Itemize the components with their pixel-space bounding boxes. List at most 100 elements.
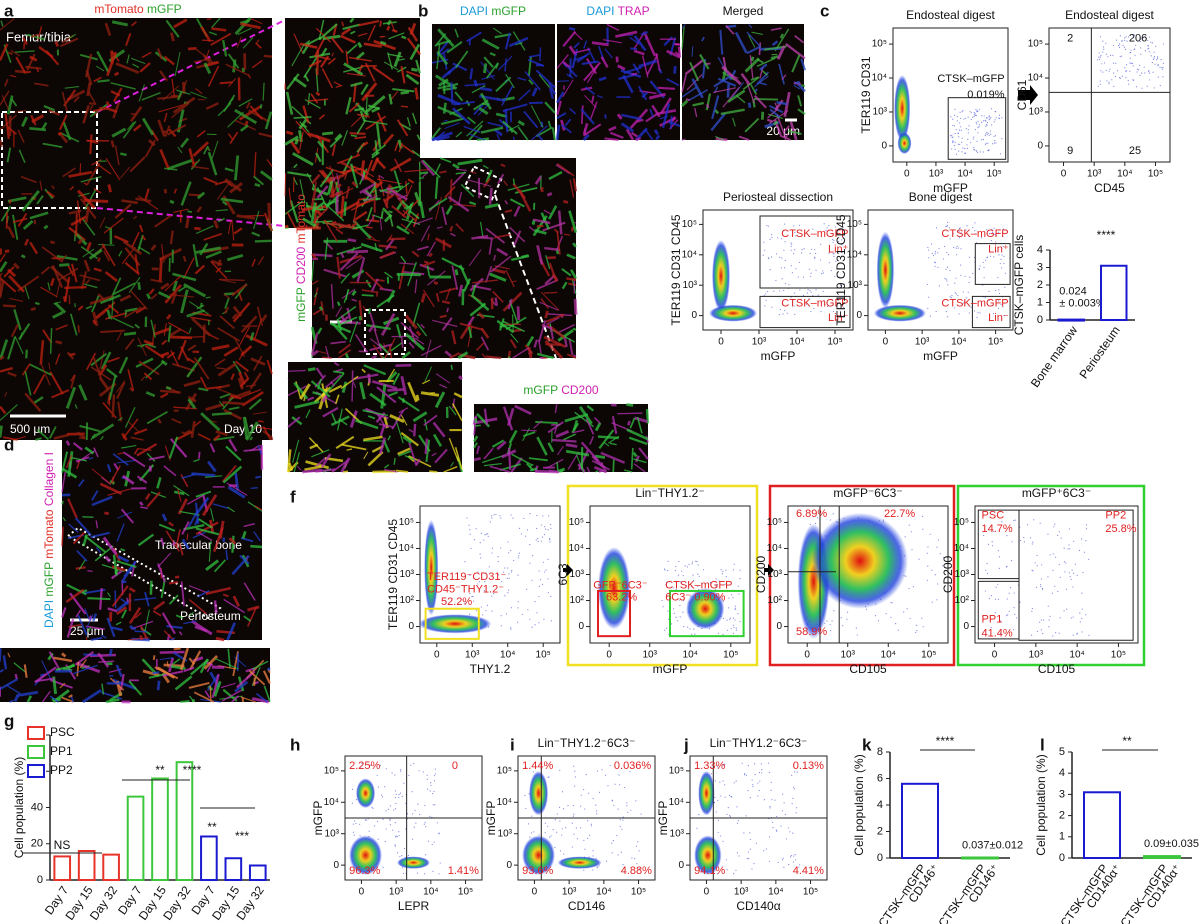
texture-stroke	[452, 163, 460, 170]
plot-title: Lin⁻THY1.2⁻6C3⁻	[538, 736, 636, 750]
texture-stroke	[310, 93, 319, 104]
texture-stroke	[38, 46, 54, 58]
texture-stroke	[319, 55, 330, 68]
texture-stroke	[168, 594, 179, 605]
texture-stroke	[388, 32, 405, 40]
texture-stroke	[759, 82, 767, 86]
texture-stroke	[580, 105, 584, 125]
texture-stroke	[161, 243, 165, 261]
texture-stroke	[719, 29, 724, 55]
texture-stroke	[313, 292, 318, 298]
event-dot	[793, 253, 795, 255]
event-dot	[1057, 590, 1059, 593]
event-dot	[771, 306, 773, 308]
texture-stroke	[366, 207, 373, 222]
texture-stroke	[502, 291, 523, 312]
event-dot	[993, 256, 995, 258]
texture-stroke	[364, 159, 374, 180]
event-dot	[473, 600, 475, 602]
event-dot	[1043, 619, 1045, 621]
event-dot	[696, 561, 698, 563]
texture-stroke	[367, 415, 376, 420]
texture-stroke	[556, 163, 575, 177]
texture-stroke	[0, 648, 2, 662]
event-dot	[468, 613, 471, 615]
texture-stroke	[211, 27, 227, 32]
texture-stroke	[576, 455, 585, 473]
event-dot	[542, 515, 544, 517]
x-tick-label: 10³	[1029, 650, 1044, 661]
event-dot	[942, 258, 945, 260]
bar	[53, 855, 72, 881]
event-dot	[1000, 258, 1002, 260]
texture-stroke	[230, 373, 235, 381]
texture-stroke	[57, 132, 63, 136]
event-dot	[466, 517, 468, 519]
texture-stroke	[567, 66, 578, 78]
texture-stroke	[387, 435, 392, 441]
event-dot	[828, 225, 830, 227]
texture-stroke	[392, 372, 401, 386]
texture-stroke	[311, 280, 319, 285]
texture-stroke	[337, 187, 354, 198]
texture-stroke	[306, 172, 316, 189]
texture-stroke	[386, 25, 391, 31]
texture-stroke	[157, 48, 163, 60]
texture-stroke	[437, 28, 455, 48]
event-dot	[735, 780, 737, 782]
event-dot	[529, 544, 531, 546]
event-dot	[697, 573, 699, 575]
texture-stroke	[398, 58, 405, 61]
event-dot	[1036, 630, 1038, 633]
texture-stroke	[165, 19, 180, 38]
texture-stroke	[474, 418, 478, 424]
texture-stroke	[191, 317, 212, 337]
texture-stroke	[468, 326, 473, 339]
event-dot	[574, 770, 576, 772]
event-dot	[927, 246, 929, 249]
texture-stroke	[151, 324, 157, 346]
texture-stroke	[311, 260, 315, 281]
event-dot	[732, 617, 734, 619]
event-dot	[982, 151, 985, 153]
texture-stroke	[645, 409, 650, 424]
texture-stroke	[183, 523, 205, 531]
texture-stroke	[783, 125, 790, 133]
texture-stroke	[681, 24, 686, 29]
texture-stroke	[110, 140, 115, 148]
texture-stroke	[320, 453, 332, 468]
texture-stroke	[412, 411, 428, 423]
event-dot	[1097, 85, 1099, 88]
event-dot	[957, 143, 959, 145]
event-dot	[984, 119, 986, 122]
texture-stroke	[568, 210, 578, 234]
texture-stroke	[494, 297, 499, 307]
texture-stroke	[98, 660, 115, 663]
event-dot	[928, 249, 930, 251]
texture-stroke	[174, 575, 180, 579]
event-dot	[500, 547, 502, 549]
event-dot	[968, 281, 970, 284]
event-dot	[975, 108, 977, 111]
y-tick-label: 10⁴	[669, 797, 684, 808]
event-dot	[770, 234, 773, 236]
event-dot	[968, 125, 970, 127]
event-dot	[770, 789, 772, 792]
x-axis-label: CD105	[849, 662, 887, 676]
texture-stroke	[65, 440, 71, 446]
texture-stroke	[454, 269, 459, 276]
texture-stroke	[551, 127, 557, 141]
texture-stroke	[196, 129, 206, 138]
texture-stroke	[504, 209, 513, 213]
texture-stroke	[293, 76, 307, 88]
x-tick-label: 10⁵	[1148, 169, 1163, 180]
texture-stroke	[192, 243, 199, 268]
event-dot	[769, 269, 771, 271]
event-dot	[561, 834, 563, 836]
texture-stroke	[108, 648, 113, 657]
event-dot	[794, 859, 797, 861]
event-dot	[739, 577, 741, 580]
event-dot	[934, 262, 937, 264]
event-dot	[1034, 562, 1036, 564]
event-dot	[810, 310, 812, 312]
